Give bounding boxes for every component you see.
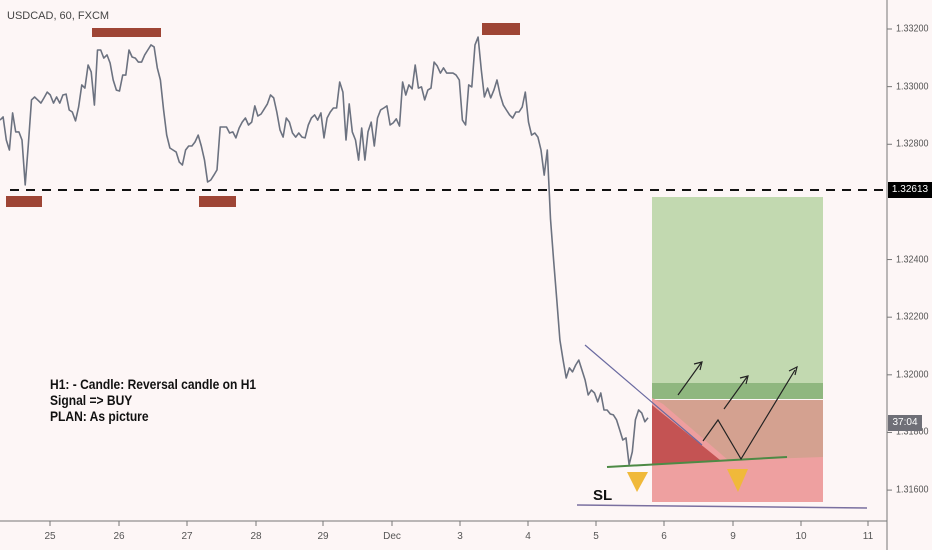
note-line: H1: - Candle: Reversal candle on H1	[50, 376, 257, 392]
time-tick-label: 11	[862, 531, 874, 542]
stop-loss-label: SL	[593, 487, 613, 504]
arrow-head-icon	[788, 365, 798, 376]
reversal-wedge	[652, 405, 720, 464]
time-tick-label: 27	[181, 531, 193, 542]
time-tick-label: 26	[113, 531, 125, 542]
arrow-head-icon	[693, 361, 703, 371]
price-tick-label: 1.32200	[896, 311, 929, 323]
note-line: PLAN: As picture	[50, 408, 149, 424]
price-series-line	[0, 36, 649, 466]
time-tick-label: 29	[317, 531, 329, 542]
price-tick-label: 1.31800	[896, 426, 929, 438]
note-line: Signal => BUY	[50, 392, 133, 408]
target-zone[interactable]	[652, 197, 823, 383]
projection-path[interactable]	[702, 369, 796, 461]
price-tick-label: 1.33200	[896, 23, 929, 35]
downtrend-line[interactable]	[584, 344, 703, 446]
time-tick-label: 25	[44, 531, 56, 542]
price-tick-label: 1.31600	[896, 484, 929, 496]
price-tick-label: 1.32800	[896, 138, 929, 150]
analysis-note: H1: - Candle: Reversal candle on H1 Signa…	[50, 376, 256, 424]
time-tick-label: 28	[250, 531, 262, 542]
symbol-title: USDCAD, 60, FXCM	[7, 10, 110, 22]
price-tick-label: 1.33000	[896, 81, 929, 93]
low-marker	[199, 196, 236, 207]
up-arrow[interactable]	[723, 376, 748, 410]
down-triangle-icon	[627, 472, 648, 492]
stop-loss-line[interactable]	[576, 504, 868, 509]
time-tick-label: 6	[661, 531, 667, 542]
support-trend-line[interactable]	[606, 456, 788, 468]
bar-countdown: 37:04	[888, 415, 922, 431]
down-triangle-icon	[727, 469, 748, 492]
level-price-label: 1.32613	[888, 182, 932, 198]
high-marker	[482, 23, 520, 35]
time-tick-label: 9	[730, 531, 736, 542]
price-tick-label: 1.32000	[896, 369, 929, 381]
time-tick-label: 4	[525, 531, 531, 542]
time-tick-label: 10	[795, 531, 807, 542]
time-tick-label: 5	[593, 531, 599, 542]
low-marker	[6, 196, 42, 207]
up-arrow[interactable]	[677, 362, 702, 396]
price-tick-label: 1.32400	[896, 254, 929, 266]
arrow-head-icon	[739, 375, 749, 385]
high-marker	[92, 28, 161, 37]
time-tick-label: 3	[457, 531, 463, 542]
time-tick-label: Dec	[383, 531, 401, 542]
